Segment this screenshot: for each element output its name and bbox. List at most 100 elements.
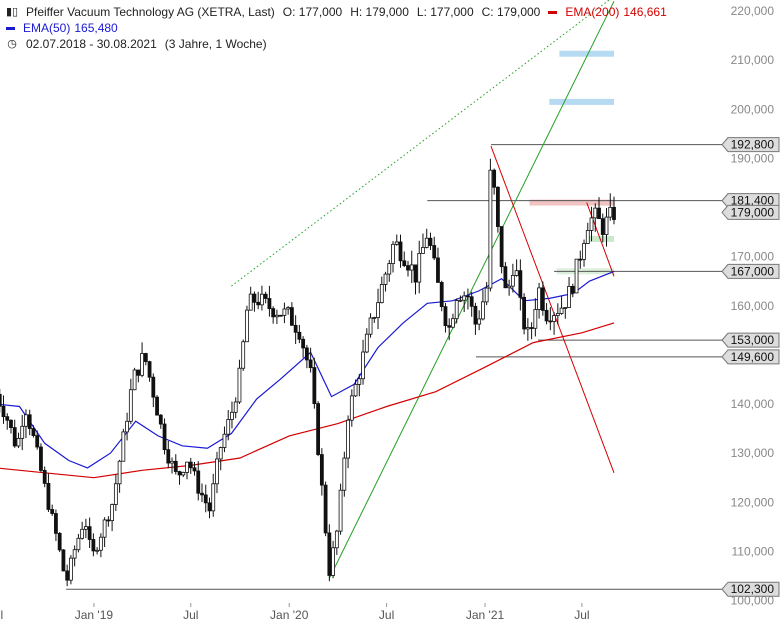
candle-body [87,526,92,540]
candle-body [544,309,549,322]
candle-body [477,318,482,325]
candle-body [173,460,178,472]
ema200-swatch [548,10,558,14]
x-tick-label: Jan '19 [75,608,114,622]
candle-body [361,351,365,380]
candle-body [31,428,36,436]
candle-body [522,296,527,330]
candle-body [600,218,605,235]
candle-body [256,301,261,306]
candle-body [117,460,122,485]
candle-body [570,286,575,294]
ema200-value: 146,661 [623,5,667,19]
candle-body [368,317,373,335]
candle-body [188,461,193,469]
ema50-value: 165,480 [74,21,118,35]
candle-body [72,549,77,559]
candle-body [473,305,478,325]
candle-body [54,513,58,534]
candle-body [263,293,268,299]
candle-body [499,226,504,268]
candle-body [76,537,81,551]
candle-body [289,307,294,326]
price-label-text: 181,400 [731,194,775,208]
candle-body [293,324,298,333]
candle-body [316,403,321,455]
y-tick-label: 140,000 [731,397,775,411]
candle-body [402,260,407,267]
ema200-label: EMA(200) [565,5,620,19]
candle-body [50,509,55,514]
price-label-text: 179,000 [731,205,775,219]
candle-body [170,460,174,464]
candle-body [95,549,100,552]
candle-body [83,526,88,530]
candle-body [128,389,133,422]
candle-body [140,353,144,376]
candle-body [338,489,343,532]
candle-body [327,532,332,576]
candle-body [585,230,590,244]
candle-body [537,287,541,310]
y-tick-label: 170,000 [731,250,775,264]
candle-body [12,427,17,447]
candle-body [271,308,276,318]
candle-body [185,461,189,473]
candle-body [574,258,579,294]
candle-body [510,275,515,287]
candle-body [349,395,354,421]
candle-body [451,318,455,328]
candle-body [608,206,613,218]
candle-body [132,369,137,391]
candle-body [597,207,601,220]
candle-body [16,437,21,447]
candle-body [578,258,583,261]
candle-body [567,286,571,308]
candle-body [151,376,156,398]
candle-body [215,458,219,485]
candle-body [417,252,422,283]
candle-body [503,266,508,289]
candle-body [447,325,452,328]
candle-body [200,492,204,496]
candle-body [0,393,2,407]
candle-body [454,300,459,320]
candle-body [540,287,545,311]
candle-body [533,309,538,329]
candle-body [462,295,467,301]
candle-body [552,315,556,322]
candle-body [466,295,470,298]
candle-body [286,307,291,310]
candle-body [57,532,62,551]
candle-body [428,237,433,246]
candle-body [166,449,171,464]
candle-body [1,405,6,418]
candle-body [376,302,380,318]
candle-body [559,307,564,314]
candle-body [248,293,253,311]
candle-body [282,308,287,316]
candle-body [432,245,437,259]
instrument-title: Pfeiffer Vacuum Technology AG (XETRA, La… [26,5,275,19]
candle-body [481,301,485,320]
title-row: ▮▯ Pfeiffer Vacuum Technology AG (XETRA,… [6,4,675,20]
candle-body [27,414,32,429]
candle-body [612,206,616,220]
x-tick-label: Jul [0,608,3,622]
low-value: L: 177,000 [416,5,474,19]
open-value: O: 177,000 [282,5,343,19]
candle-body [80,528,85,539]
price-label-box [721,204,780,220]
candle-body [488,169,493,289]
candle-body [387,263,392,275]
candle-body [514,270,519,276]
candle-body [218,447,223,460]
candle-body [507,285,512,289]
candle-body [65,570,70,581]
candle-body [495,186,500,227]
candle-body [24,414,28,427]
candle-body [582,243,586,260]
close-value: C: 179,000 [481,5,541,19]
candle-body [492,169,497,188]
